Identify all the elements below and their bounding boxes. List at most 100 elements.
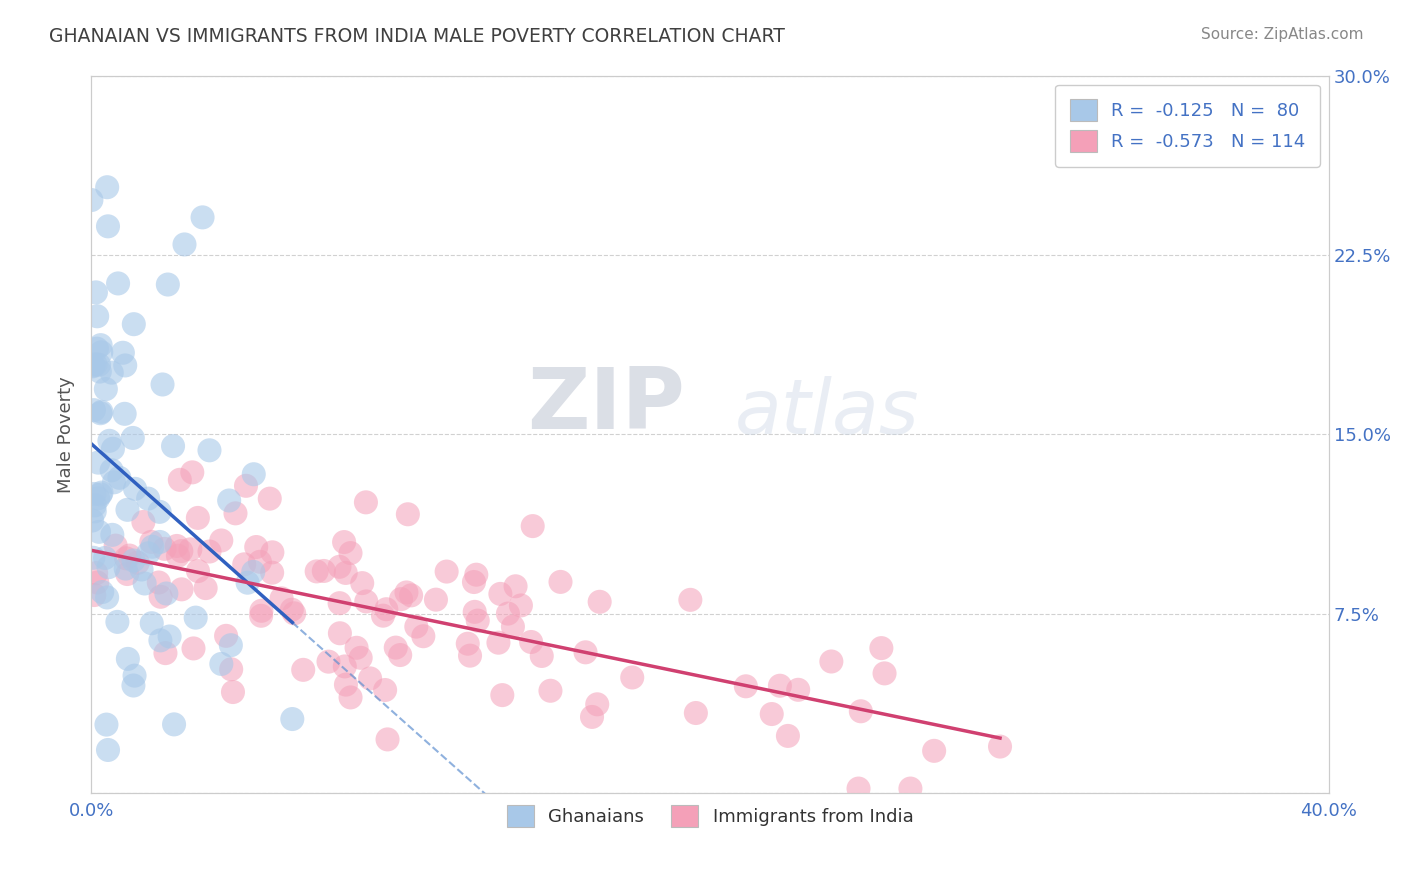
Point <box>219 638 242 652</box>
Point <box>124 668 146 682</box>
Text: atlas: atlas <box>735 376 920 450</box>
Point <box>87 456 110 470</box>
Point <box>350 650 373 665</box>
Point <box>848 781 870 796</box>
Point <box>491 688 513 702</box>
Point <box>586 698 609 712</box>
Point <box>489 587 512 601</box>
Point <box>465 567 488 582</box>
Point <box>335 566 357 580</box>
Point <box>82 550 104 565</box>
Point <box>86 310 108 324</box>
Point <box>83 487 105 501</box>
Point <box>242 565 264 579</box>
Point <box>91 585 114 599</box>
Point <box>134 576 156 591</box>
Point <box>233 558 256 572</box>
Point <box>82 359 104 373</box>
Point <box>111 345 134 359</box>
Point <box>136 546 159 560</box>
Point <box>96 591 118 605</box>
Point <box>550 574 572 589</box>
Point <box>141 616 163 631</box>
Point <box>87 491 110 506</box>
Point <box>589 595 612 609</box>
Point <box>141 540 163 554</box>
Point <box>509 599 531 613</box>
Point <box>148 575 170 590</box>
Point <box>236 575 259 590</box>
Point <box>262 545 284 559</box>
Point <box>108 471 131 485</box>
Point <box>97 743 120 757</box>
Point <box>198 544 221 558</box>
Point <box>100 463 122 477</box>
Y-axis label: Male Poverty: Male Poverty <box>58 376 75 492</box>
Point <box>436 565 458 579</box>
Point <box>333 535 356 549</box>
Point <box>209 657 232 671</box>
Point <box>520 635 543 649</box>
Point <box>222 685 245 699</box>
Point <box>352 576 374 591</box>
Point <box>89 406 111 420</box>
Point <box>97 560 120 574</box>
Point <box>117 567 139 582</box>
Point <box>776 729 799 743</box>
Point <box>339 546 361 560</box>
Point <box>219 662 242 676</box>
Point <box>339 690 361 705</box>
Point <box>187 564 209 578</box>
Point <box>122 679 145 693</box>
Point <box>734 679 756 693</box>
Point <box>155 646 177 660</box>
Point <box>115 551 138 566</box>
Point <box>988 739 1011 754</box>
Point <box>389 592 412 607</box>
Point <box>84 285 107 300</box>
Point <box>218 493 240 508</box>
Point <box>183 641 205 656</box>
Point <box>305 565 328 579</box>
Point <box>90 487 112 501</box>
Point <box>787 682 810 697</box>
Point <box>167 549 190 563</box>
Point <box>169 473 191 487</box>
Text: ZIP: ZIP <box>527 364 685 447</box>
Point <box>312 564 335 578</box>
Point <box>224 506 246 520</box>
Point <box>249 555 271 569</box>
Point <box>405 619 427 633</box>
Point <box>152 377 174 392</box>
Point <box>96 180 118 194</box>
Point <box>83 499 105 513</box>
Point <box>502 620 524 634</box>
Point <box>89 365 111 379</box>
Point <box>156 277 179 292</box>
Point <box>389 648 412 662</box>
Point <box>84 357 107 371</box>
Point <box>329 596 352 610</box>
Point <box>117 652 139 666</box>
Point <box>149 535 172 549</box>
Point <box>283 607 305 621</box>
Point <box>103 475 125 490</box>
Point <box>395 585 418 599</box>
Text: Source: ZipAtlas.com: Source: ZipAtlas.com <box>1201 27 1364 42</box>
Point <box>581 710 603 724</box>
Point <box>346 640 368 655</box>
Point <box>127 556 149 570</box>
Point <box>496 607 519 621</box>
Point <box>262 566 284 580</box>
Point <box>259 491 281 506</box>
Point <box>399 588 422 602</box>
Point <box>87 358 110 372</box>
Point <box>87 524 110 539</box>
Point <box>215 629 238 643</box>
Point <box>377 732 399 747</box>
Point <box>209 533 232 548</box>
Point <box>685 706 707 720</box>
Point <box>141 535 163 549</box>
Point <box>86 342 108 356</box>
Point <box>187 511 209 525</box>
